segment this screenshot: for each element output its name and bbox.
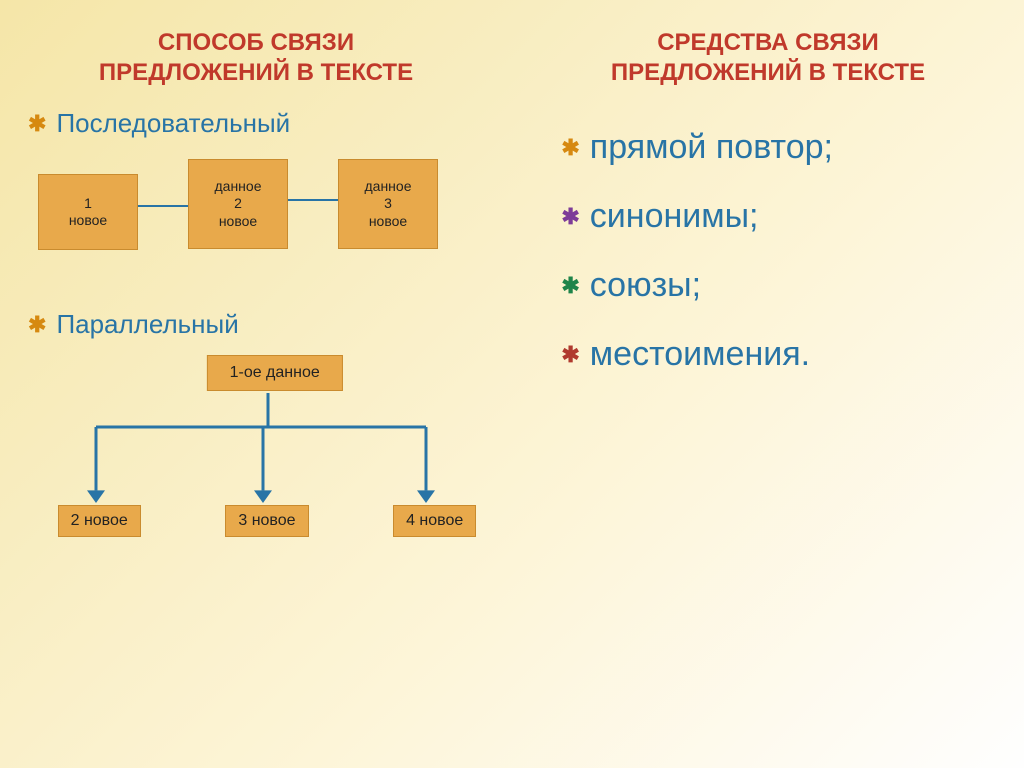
right-item-text: союзы;: [590, 266, 701, 305]
seq-node: 1новое: [38, 174, 138, 250]
bullet-icon: ✱: [28, 312, 46, 338]
seq-node: данное2новое: [188, 159, 288, 249]
seq-node-line: 2: [195, 195, 281, 213]
header-left-line2: ПРЕДЛОЖЕНИЙ В ТЕКСТЕ: [99, 58, 413, 88]
parallel-child-node: 3 новое: [225, 505, 308, 537]
header-right: СРЕДСТВА СВЯЗИ ПРЕДЛОЖЕНИЙ В ТЕКСТЕ: [611, 28, 925, 88]
seq-node-line: данное: [195, 178, 281, 196]
bullet-icon: ✱: [561, 135, 579, 161]
header-row: СПОСОБ СВЯЗИ ПРЕДЛОЖЕНИЙ В ТЕКСТЕ СРЕДСТ…: [0, 0, 1024, 108]
header-left-line1: СПОСОБ СВЯЗИ: [99, 28, 413, 58]
left-column: ✱ Последовательный 1новоеданное2новоедан…: [28, 108, 531, 545]
bullet-icon: ✱: [561, 204, 579, 230]
bullet-icon: ✱: [28, 111, 46, 137]
seq-node-line: новое: [45, 212, 131, 230]
seq-node-line: новое: [345, 213, 431, 231]
right-list-item: ✱ союзы;: [561, 266, 996, 305]
parallel-root-node: 1-ое данное: [207, 355, 343, 391]
parallel-diagram: 1-ое данное 2 новое 3 новое 4 новое: [28, 355, 521, 545]
columns: ✱ Последовательный 1новоеданное2новоедан…: [0, 108, 1024, 545]
right-list-item: ✱ синонимы;: [561, 197, 996, 236]
seq-connector: [288, 199, 338, 201]
right-item-text: местоимения.: [590, 335, 810, 374]
sequential-row: ✱ Последовательный: [28, 108, 521, 139]
parallel-row: ✱ Параллельный: [28, 309, 521, 340]
header-right-line1: СРЕДСТВА СВЯЗИ: [611, 28, 925, 58]
right-column: ✱ прямой повтор; ✱ синонимы; ✱ союзы; ✱ местоим…: [531, 108, 996, 545]
seq-connector: [138, 205, 188, 207]
right-item-text: прямой повтор;: [590, 128, 833, 167]
seq-node: данное3новое: [338, 159, 438, 249]
seq-node-line: 3: [345, 195, 431, 213]
sequential-diagram: 1новоеданное2новоеданное3новое: [38, 159, 521, 279]
seq-node-line: новое: [195, 213, 281, 231]
header-right-line2: ПРЕДЛОЖЕНИЙ В ТЕКСТЕ: [611, 58, 925, 88]
parallel-child-node: 2 новое: [58, 505, 141, 537]
parallel-label: Параллельный: [56, 309, 238, 340]
header-left: СПОСОБ СВЯЗИ ПРЕДЛОЖЕНИЙ В ТЕКСТЕ: [99, 28, 413, 88]
right-list-item: ✱ прямой повтор;: [561, 128, 996, 167]
right-item-text: синонимы;: [590, 197, 759, 236]
bullet-icon: ✱: [561, 342, 579, 368]
right-list-item: ✱ местоимения.: [561, 335, 996, 374]
parallel-child-node: 4 новое: [393, 505, 476, 537]
seq-node-line: данное: [345, 178, 431, 196]
sequential-label: Последовательный: [56, 108, 290, 139]
seq-node-line: 1: [45, 195, 131, 213]
bullet-icon: ✱: [561, 273, 579, 299]
